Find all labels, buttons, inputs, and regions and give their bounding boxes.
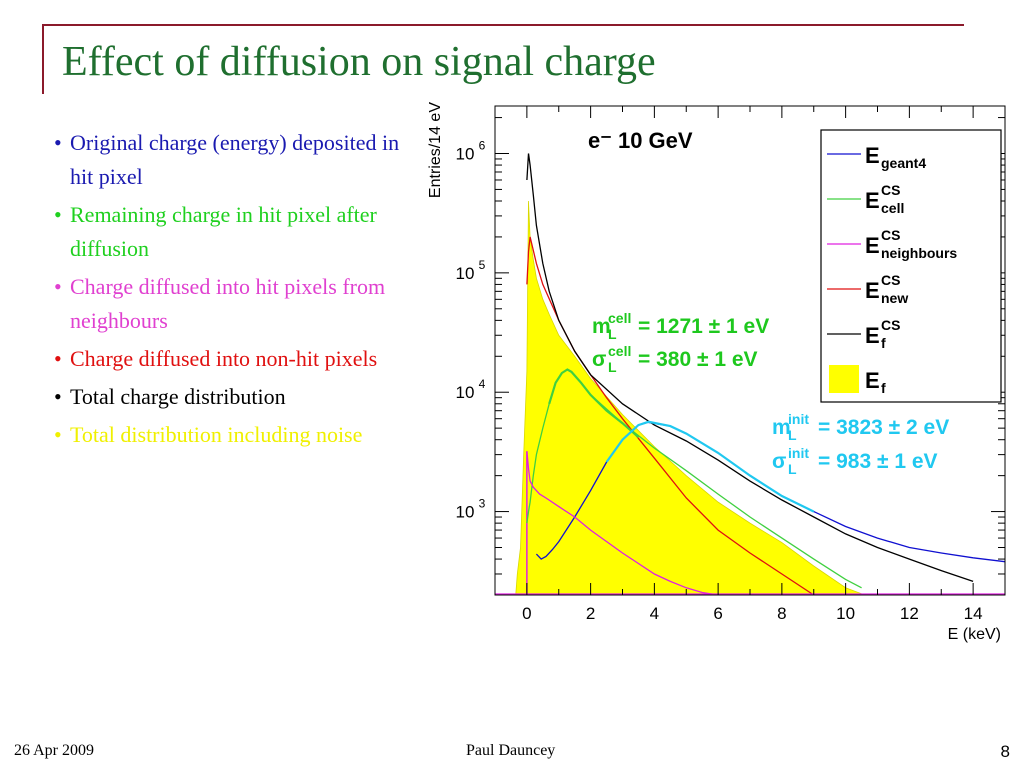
annotation-sub: L [608,359,617,375]
x-tick-label: 0 [522,604,531,623]
bullet-dot: • [54,346,62,371]
annotation-sub: L [788,461,797,477]
legend-label-main: E [865,368,880,393]
annotation-sup: cell [608,310,631,326]
y-tick-exponent: 3 [479,497,486,511]
y-tick-label: 10 [456,503,475,522]
bullet-dot: • [54,384,62,409]
y-tick-label: 10 [456,264,475,283]
annotation-sub: L [608,326,617,342]
legend-label-sup: CS [881,272,900,288]
legend-label-sub: cell [881,200,904,216]
series-new-line [526,236,815,595]
fit-init-line [605,420,815,513]
energy-spectrum-chart: 0 2 4 6 8 10 12 14 10 3 10 4 10 5 10 6 E (keV) Entries/14… [420,98,1010,646]
y-tick-label: 10 [456,144,475,163]
annotation-value: = 380 ± 1 eV [638,348,758,371]
series-ef-line [526,153,974,583]
annotation-value: = 1271 ± 1 eV [638,315,769,338]
bullet-text: Remaining charge in hit pixel after diff… [70,202,377,261]
series-ef-noise-fill [515,200,865,595]
legend-label-sub: geant4 [881,155,926,171]
legend-label-sup: CS [881,317,900,333]
legend-label-sup: CS [881,227,900,243]
bullet-text: Total distribution including noise [70,422,363,447]
x-tick-label: 6 [713,604,722,623]
legend-label-main: E [865,188,880,213]
annotation-symbol: σ [772,450,786,473]
y-tick-exponent: 6 [479,138,486,152]
bullet-dot: • [54,422,62,447]
legend-label-main: E [865,278,880,303]
bullet-dot: • [54,202,62,227]
annotation-sup: init [788,445,809,461]
legend-label-main: E [865,233,880,258]
bullet-remaining-charge: • Remaining charge in hit pixel after dif… [50,198,400,266]
x-axis-label: E (keV) [948,626,1001,643]
footer-page-number: 8 [1000,742,1010,761]
annotation-sub: L [788,427,797,443]
annotation-sup: init [788,411,809,427]
x-tick-label: 10 [836,604,855,623]
legend-box [820,129,1002,403]
fit-cell-line [548,368,640,439]
footer-author: Paul Dauncey [466,742,556,759]
x-tick-label: 12 [900,604,919,623]
annotation-symbol: σ [592,348,606,371]
bullet-dot: • [54,130,62,155]
bullet-text: Charge diffused into hit pixels from nei… [70,274,386,333]
x-tick-label: 2 [586,604,595,623]
plot-area [515,153,1005,595]
legend-label-sub: f [881,335,886,351]
bullet-text: Original charge (energy) deposited in hi… [70,130,400,189]
y-axis-label: Entries/14 eV [427,102,444,198]
bullet-text: Total charge distribution [70,384,286,409]
legend-label-main: E [865,143,880,168]
title-side-rule [42,24,44,94]
legend-swatch-fill [829,365,859,393]
x-tick-label: 8 [777,604,786,623]
title-rule [42,24,964,26]
annotation-symbol: m [592,315,611,338]
legend-label-main: E [865,323,880,348]
annotation-value: = 983 ± 1 eV [818,450,938,473]
annotation-symbol: m [772,416,791,439]
bullet-list: • Original charge (energy) deposited in h… [50,126,400,456]
y-tick-exponent: 4 [479,377,486,391]
slide-title: Effect of diffusion on signal charge [62,39,656,85]
annotation-value: = 3823 ± 2 eV [818,416,949,439]
bullet-original-charge: • Original charge (energy) deposited in h… [50,126,400,194]
y-tick-label: 10 [456,383,475,402]
legend-label-sup: CS [881,182,900,198]
annotation-sup: cell [608,343,631,359]
chart-title: e⁻ 10 GeV [588,128,693,153]
legend-label-sub: new [881,290,908,306]
bullet-diffused-from-neighbours: • Charge diffused into hit pixels from ne… [50,270,400,338]
legend-label-sub: f [881,380,886,396]
x-tick-label: 4 [650,604,659,623]
bullet-diffused-non-hit: • Charge diffused into non-hit pixels [50,342,400,376]
bullet-dot: • [54,274,62,299]
series-neighbours-line [526,451,735,595]
footer-date: 26 Apr 2009 [14,742,94,759]
legend-label-sub: neighbours [881,245,957,261]
y-tick-exponent: 5 [479,258,486,272]
bullet-text: Charge diffused into non-hit pixels [70,346,378,371]
x-tick-label: 14 [964,604,983,623]
bullet-total-with-noise: • Total distribution including noise [50,418,400,452]
bullet-total-charge: • Total charge distribution [50,380,400,414]
